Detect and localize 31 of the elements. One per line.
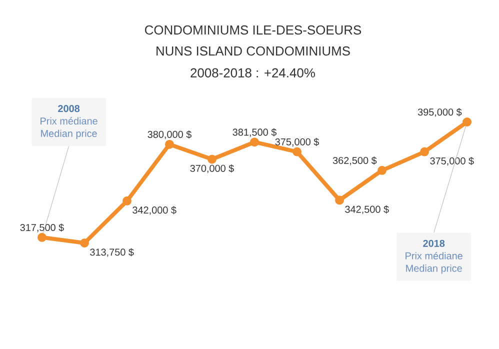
data-label: 342,500 $ [345, 205, 389, 214]
point [250, 138, 260, 147]
point [462, 117, 472, 126]
data-label: 370,000 $ [190, 164, 234, 174]
data-label: 362,500 $ [332, 156, 377, 166]
point [335, 196, 344, 205]
data-label: 317,500 $ [20, 224, 64, 232]
data-label: 395,000 $ [418, 108, 462, 117]
data-label: 375,000 $ [275, 138, 320, 147]
text: Median price [406, 264, 462, 274]
data-label: 313,750 $ [90, 248, 134, 257]
chart-subtitle: NUNS ISLAND CONDOMINIUMS [156, 46, 350, 56]
data-label: 342,000 $ [132, 206, 176, 215]
point [122, 196, 132, 206]
text: 2008-2018 : +24.40% [190, 68, 315, 78]
point [378, 166, 387, 175]
data-label: 380,000 $ [148, 130, 192, 140]
chart-title: CONDOMINIUMS ILE-DES-SOEURS [145, 25, 362, 35]
point [80, 238, 89, 248]
point [292, 147, 302, 156]
annotation: Prix médiane [40, 117, 98, 125]
point [420, 147, 430, 156]
point [37, 232, 46, 242]
text: Prix médiane [406, 252, 462, 260]
data-label: 375,000 $ [430, 156, 474, 166]
point [208, 154, 217, 164]
text: 2008 [58, 105, 80, 112]
annotation: 2018 [423, 240, 445, 247]
point [165, 140, 174, 149]
annotation: Median price [41, 130, 97, 139]
data-label: 381,500 $ [232, 128, 277, 137]
